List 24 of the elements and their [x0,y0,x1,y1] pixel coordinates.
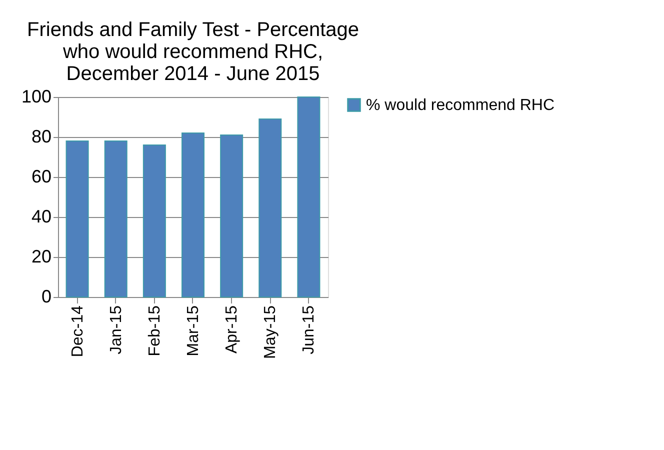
text: who would recommend RHC, [62,41,324,63]
bar [297,96,320,298]
y-tick-label: 40 [31,206,52,226]
bar [220,134,244,298]
legend-label: % would recommend RHC [366,97,555,114]
x-tick-label: Dec-14 [69,305,86,358]
text: Friends and Family Test - Percentage [26,19,360,41]
y-tick-label: 100 [21,86,52,106]
bar [104,140,128,298]
x-tick-label: Mar-15 [185,305,202,356]
x-tick-label: Apr-15 [224,305,241,354]
bar [258,118,282,298]
bar [182,132,204,298]
y-tick-label: 20 [31,246,52,266]
y-tick-label: 80 [31,126,52,146]
x-tick-label: Feb-15 [146,305,164,356]
x-tick-label: May-15 [262,305,280,359]
y-tick-label: 0 [41,286,52,306]
text: December 2014 - June 2015 [66,63,320,85]
x-tick-label: Jan-15 [108,305,125,354]
x-tick-label: Jun-15 [300,305,318,354]
bar [142,144,166,298]
bar [66,140,89,298]
y-tick-label: 60 [31,166,52,186]
